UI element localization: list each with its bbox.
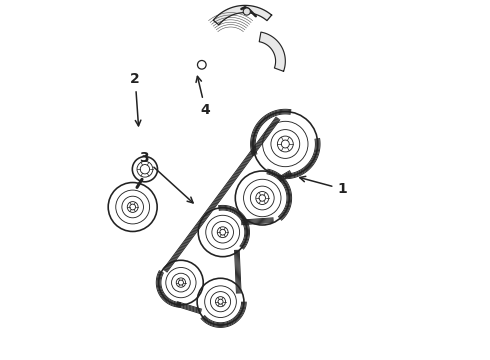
Text: 3: 3 [139, 152, 193, 203]
Text: 2: 2 [130, 72, 141, 126]
Polygon shape [213, 5, 271, 25]
Circle shape [243, 8, 250, 15]
Polygon shape [259, 32, 285, 71]
Circle shape [197, 60, 206, 69]
Text: 4: 4 [196, 76, 210, 117]
Text: 1: 1 [300, 176, 347, 196]
